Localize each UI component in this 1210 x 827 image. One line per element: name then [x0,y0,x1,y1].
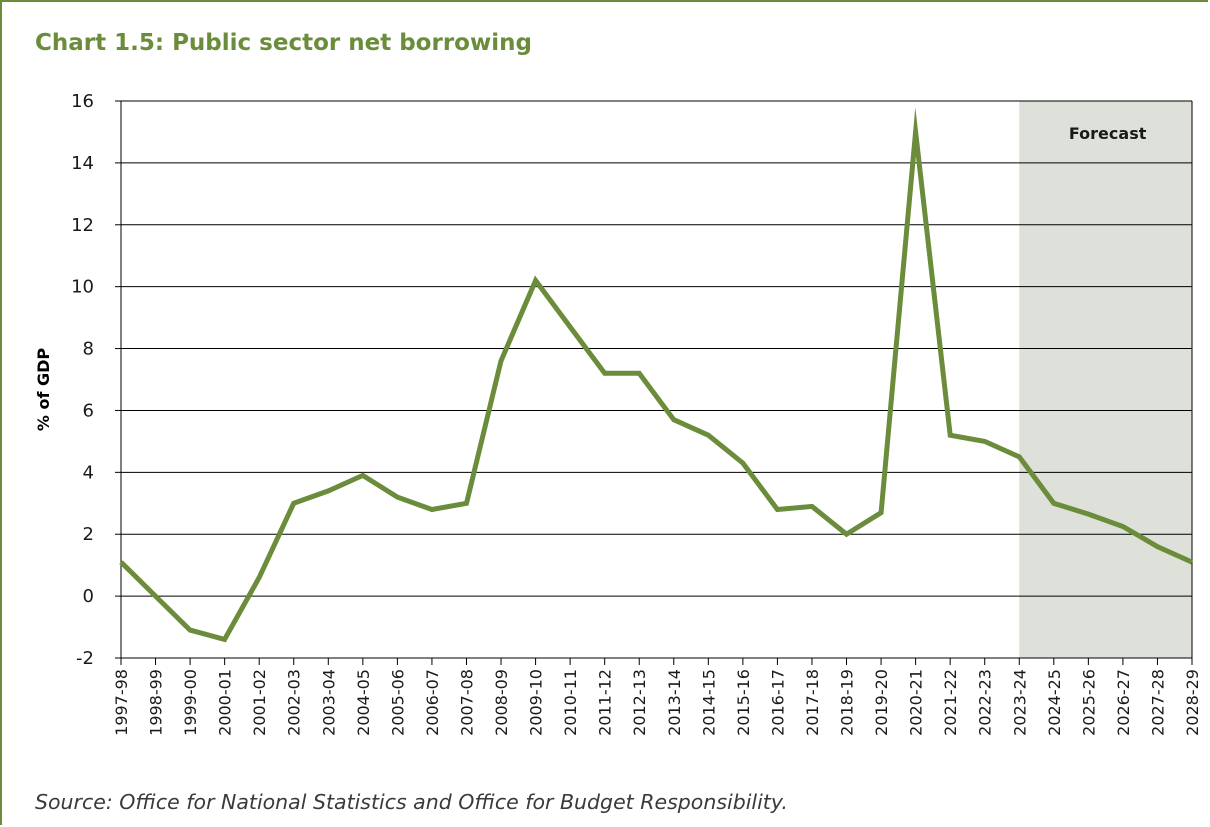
x-tick-label: 2004-05 [354,669,373,736]
chart-title: Chart 1.5: Public sector net borrowing [35,30,532,56]
x-tick-label: 2027-28 [1148,669,1167,736]
x-tick-label: 2026-27 [1114,669,1133,736]
y-tick-label: 0 [83,586,94,607]
x-tick-label: 2014-15 [699,669,718,736]
x-tick-label: 2000-01 [216,669,235,736]
x-tick-label: 2023-24 [1010,669,1029,736]
x-tick-label: 2020-21 [907,669,926,736]
x-tick-label: 2001-02 [250,669,269,736]
x-tick-label: 2028-29 [1183,669,1202,736]
x-tick-label: 2019-20 [872,669,891,736]
x-tick-label: 2007-08 [457,669,476,736]
y-tick-label: 6 [83,400,94,421]
x-tick-label: 2024-25 [1045,669,1064,736]
y-axis-title: % of GDP [34,348,53,432]
y-tick-label: 14 [71,153,94,174]
x-tick-label: 2011-12 [596,669,615,736]
chart-svg: Forecast -2 0 2 4 6 8 10 12 14 16 1997-98 1998-99 199… [34,91,1202,736]
x-tick-label: 2006-07 [423,669,442,736]
x-tick-label: 2013-14 [665,669,684,736]
x-tick-label: 2005-06 [388,669,407,736]
y-tick-label: 10 [71,277,94,298]
x-tick-label: 1999-00 [181,669,200,736]
x-tick-label: 2022-23 [976,669,995,736]
x-tick-label: 1998-99 [147,669,166,736]
y-tick-label: 8 [83,339,94,360]
x-tick-label: 2002-03 [285,669,304,736]
x-tick-label: 2003-04 [319,669,338,736]
x-tick-label: 1997-98 [112,669,131,736]
source-note: Source: Office for National Statistics a… [35,790,788,814]
y-tick-label: 16 [71,91,94,112]
x-tick-label: 2010-11 [561,669,580,736]
x-tick-label: 2025-26 [1079,669,1098,736]
y-tick-label: 12 [71,215,94,236]
x-tick-label: 2017-18 [803,669,822,736]
y-tick-label: 4 [83,462,94,483]
y-tick-label: 2 [83,524,94,545]
x-tick-label: 2008-09 [492,669,511,736]
series-line [119,107,1194,643]
forecast-region [1019,101,1192,658]
y-tick-label: -2 [76,648,94,669]
forecast-label: Forecast [1069,124,1147,143]
x-tick-label: 2015-16 [734,669,753,736]
x-tick-label: 2021-22 [941,669,960,736]
x-tick-label: 2012-13 [630,669,649,736]
x-tick-label: 2018-19 [838,669,857,736]
x-tick-label: 2016-17 [768,669,787,736]
x-tick-label: 2009-10 [527,669,546,736]
